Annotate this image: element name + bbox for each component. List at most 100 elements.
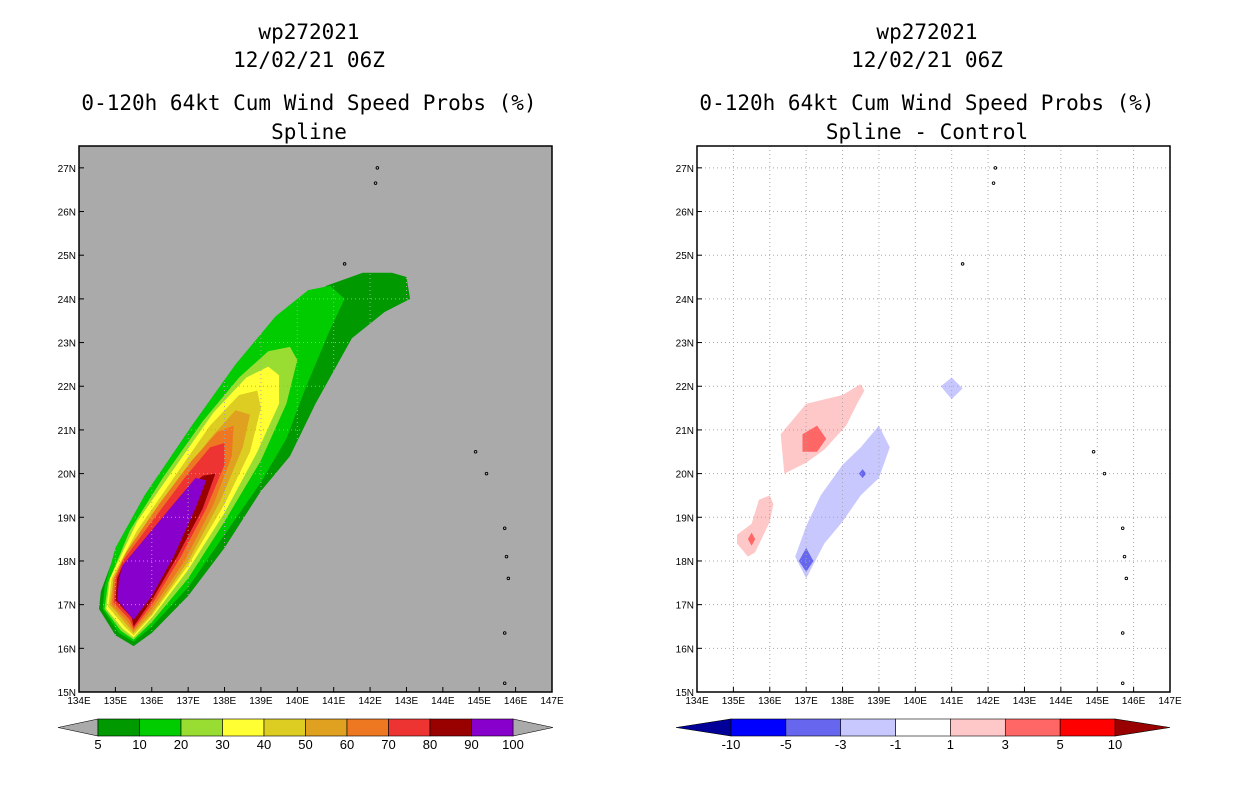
plot-frame (78, 145, 553, 693)
colorbar-swatch (97, 718, 140, 737)
colorbar-right-arrow (512, 718, 554, 737)
x-tick-label: 142E (358, 696, 382, 707)
colorbar-label: 10 (1108, 737, 1122, 752)
x-tick-label: 143E (395, 696, 419, 707)
y-tick-label: 24N (676, 295, 694, 306)
x-tick-label: 147E (1158, 696, 1182, 707)
contour-level-90 (117, 478, 207, 620)
x-tick-label: 135E (104, 696, 128, 707)
x-tick-label: 146E (504, 696, 528, 707)
x-tick-label: 137E (176, 696, 200, 707)
title-storm-id: wp272021 (258, 20, 359, 44)
colorbar-swatch (1004, 718, 1061, 737)
contour-level-neg3 (798, 547, 814, 572)
y-tick-label: 22N (676, 382, 694, 393)
colorbar-label: 5 (94, 737, 101, 752)
title-product: 0-120h 64kt Cum Wind Speed Probs (%) (699, 91, 1154, 115)
island-marker (473, 450, 478, 454)
x-tick-label: 140E (904, 696, 928, 707)
colorbar-swatch (840, 718, 896, 737)
y-tick-label: 19N (58, 513, 76, 524)
colorbar-label: 60 (340, 737, 354, 752)
colorbar-label: 50 (298, 737, 312, 752)
colorbar-swatch (222, 718, 265, 737)
contour-level-neg1 (940, 377, 963, 400)
axis-ticks: 134E 135E 136E 137E 138E 139E 140E 141E 142E 143E… (58, 164, 564, 707)
contour-level-1 (737, 495, 774, 557)
island-marker (375, 166, 380, 170)
colorbar-swatch (785, 718, 842, 737)
colorbar-label: 80 (423, 737, 437, 752)
x-tick-label: 142E (976, 696, 1000, 707)
y-tick-label: 24N (58, 295, 76, 306)
colorbar-label: 100 (502, 737, 524, 752)
colorbar-swatch (895, 718, 951, 737)
y-tick-label: 23N (676, 339, 694, 350)
island-marker (1120, 681, 1125, 686)
island-marker (993, 166, 998, 170)
colorbar-right-arrow (1114, 718, 1171, 737)
y-tick-label: 17N (676, 601, 694, 612)
colorbar-swatch (950, 718, 1006, 737)
x-tick-label: 139E (867, 696, 891, 707)
title-datetime: 12/02/21 06Z (233, 48, 385, 72)
x-tick-label: 144E (431, 696, 455, 707)
colorbar-swatch (180, 718, 223, 737)
colorbar-swatch (305, 718, 348, 737)
x-tick-label: 135E (722, 696, 746, 707)
colorbar-label: -3 (835, 737, 847, 752)
y-tick-label: 20N (676, 470, 694, 481)
island-marker (1091, 450, 1096, 454)
plot-background (697, 146, 1170, 692)
contour-layer (99, 272, 411, 647)
colorbar-swatch (1059, 718, 1116, 737)
difference-panel: wp272021 12/02/21 06Z 0-120h 64kt Cum Wi… (676, 20, 1182, 752)
axis-ticks: 134E 135E 136E 137E 138E 139E 140E 141E 142E 143E… (676, 164, 1182, 707)
x-tick-label: 134E (67, 696, 91, 707)
contour-level-3 (802, 425, 827, 452)
y-tick-label: 25N (676, 251, 694, 262)
title-datetime: 12/02/21 06Z (851, 48, 1003, 72)
island-marker (502, 681, 507, 686)
x-tick-label: 145E (1086, 696, 1110, 707)
island-marker (342, 262, 347, 266)
title-method: Spline (271, 120, 347, 144)
y-tick-label: 20N (58, 470, 76, 481)
x-tick-label: 141E (322, 696, 346, 707)
colorbar-label: 10 (132, 737, 146, 752)
colorbar-label: 70 (381, 737, 395, 752)
y-tick-label: 15N (58, 688, 76, 699)
island-marker (1120, 526, 1125, 530)
x-tick-label: 140E (286, 696, 310, 707)
y-tick-label: 23N (58, 339, 76, 350)
contour-level-neg3 (858, 469, 867, 478)
y-tick-label: 15N (676, 688, 694, 699)
colorbar-swatch (471, 718, 514, 737)
colorbar-label: -5 (780, 737, 792, 752)
colorbar-swatch (730, 718, 787, 737)
x-tick-label: 143E (1013, 696, 1037, 707)
spline-panel: wp272021 12/02/21 06Z 0-120h 64kt Cum Wi… (58, 20, 564, 752)
island-marker (1124, 576, 1129, 581)
x-tick-label: 141E (940, 696, 964, 707)
x-tick-label: 136E (140, 696, 164, 707)
contour-level-3 (747, 532, 756, 546)
plot-frame (696, 145, 1171, 693)
island-marker (1102, 471, 1107, 476)
x-tick-label: 146E (1122, 696, 1146, 707)
contour-level-1 (780, 384, 865, 474)
colorbar-left-arrow (675, 718, 732, 737)
colorbar-label: -1 (890, 737, 902, 752)
y-tick-label: 27N (676, 164, 694, 175)
x-tick-label: 137E (794, 696, 818, 707)
colorbar-swatch (139, 718, 182, 737)
y-tick-label: 19N (676, 513, 694, 524)
island-marker (373, 181, 378, 185)
y-tick-label: 25N (58, 251, 76, 262)
x-tick-label: 136E (758, 696, 782, 707)
x-tick-label: 147E (540, 696, 564, 707)
colorbar-swatch (263, 718, 306, 737)
colorbar-label: 30 (215, 737, 229, 752)
y-tick-label: 18N (676, 557, 694, 568)
